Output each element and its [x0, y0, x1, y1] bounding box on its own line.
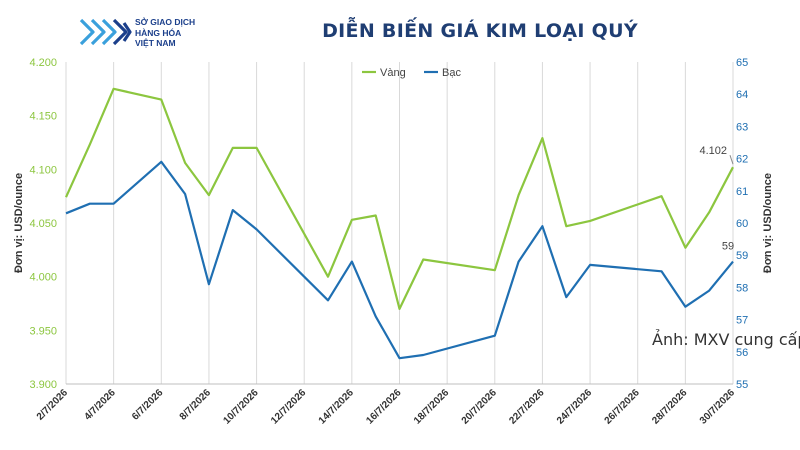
x-tick-label: 14/7/2026 [317, 387, 357, 427]
data-label-gold: 4.102 [699, 145, 727, 157]
y-tick-label-right: 63 [736, 121, 748, 133]
x-tick-label: 20/7/2026 [460, 387, 500, 427]
series-lines [64, 87, 734, 360]
gridlines [65, 62, 734, 384]
y-tick-label-right: 57 [736, 315, 748, 327]
y-tick-label-right: 58 [736, 282, 748, 294]
x-tick-label: 24/7/2026 [555, 387, 595, 427]
y-tick-label-left: 4.000 [29, 272, 57, 284]
data-label-silver: 59 [722, 241, 734, 253]
y-tick-label-right: 56 [736, 347, 748, 359]
data-label-leader [729, 155, 734, 165]
chart-title: DIỄN BIẾN GIÁ KIM LOẠI QUÝ [322, 20, 638, 42]
y-tick-label-right: 60 [736, 218, 748, 230]
x-tick-label: 30/7/2026 [698, 387, 738, 427]
legend-label-gold: Vàng [380, 67, 406, 79]
y-axis-title-right: Đơn vị: USD/ounce [762, 173, 774, 273]
x-tick-label: 4/7/2026 [82, 387, 118, 423]
legend: Vàng Bạc [362, 67, 461, 79]
y-tick-label-left: 3.950 [29, 325, 57, 337]
x-tick-label: 12/7/2026 [269, 387, 309, 427]
y-tick-label-left: 4.200 [29, 57, 57, 69]
y-tick-label-right: 65 [736, 57, 748, 69]
y-axis-title-left: Đơn vị: USD/ounce [13, 173, 25, 273]
y-tick-label-right: 61 [736, 186, 748, 198]
x-tick-label: 28/7/2026 [650, 387, 690, 427]
x-tick-label: 26/7/2026 [603, 387, 643, 427]
logo-line-3: VIỆT NAM [135, 38, 176, 48]
y-tick-label-right: 64 [736, 89, 748, 101]
x-tick-label: 8/7/2026 [178, 387, 214, 423]
logo-mark-icon [79, 18, 132, 46]
logo-line-1: SỞ GIAO DỊCH [135, 17, 196, 27]
y-tick-label-right: 62 [736, 154, 748, 166]
y-tick-label-right: 59 [736, 250, 748, 262]
y-tick-label-right: 55 [736, 379, 748, 391]
logo-text: SỞ GIAO DỊCH HÀNG HÓA VIỆT NAM [135, 17, 195, 49]
legend-label-silver: Bạc [442, 67, 461, 79]
y-tick-label-left: 3.900 [29, 379, 57, 391]
x-tick-label: 16/7/2026 [364, 387, 404, 427]
y-tick-label-left: 4.150 [29, 111, 57, 123]
x-tick-label: 18/7/2026 [412, 387, 452, 427]
gold-series-line [64, 87, 734, 310]
x-tick-label: 2/7/2026 [35, 387, 71, 423]
x-tick-label: 6/7/2026 [130, 387, 166, 423]
company-logo: SỞ GIAO DỊCH HÀNG HÓA VIỆT NAM [78, 14, 228, 54]
y-tick-label-left: 4.050 [29, 218, 57, 230]
tick-labels: 2/7/2026 4/7/2026 6/7/2026 8/7/2026 10/7/202… [13, 57, 774, 427]
photo-credit: Ảnh: MXV cung cấp [652, 330, 800, 349]
x-tick-label: 10/7/2026 [221, 387, 261, 427]
silver-series-line [65, 160, 734, 360]
x-tick-label: 22/7/2026 [507, 387, 547, 427]
logo-line-2: HÀNG HÓA [135, 27, 182, 38]
y-tick-label-left: 4.100 [29, 164, 57, 176]
